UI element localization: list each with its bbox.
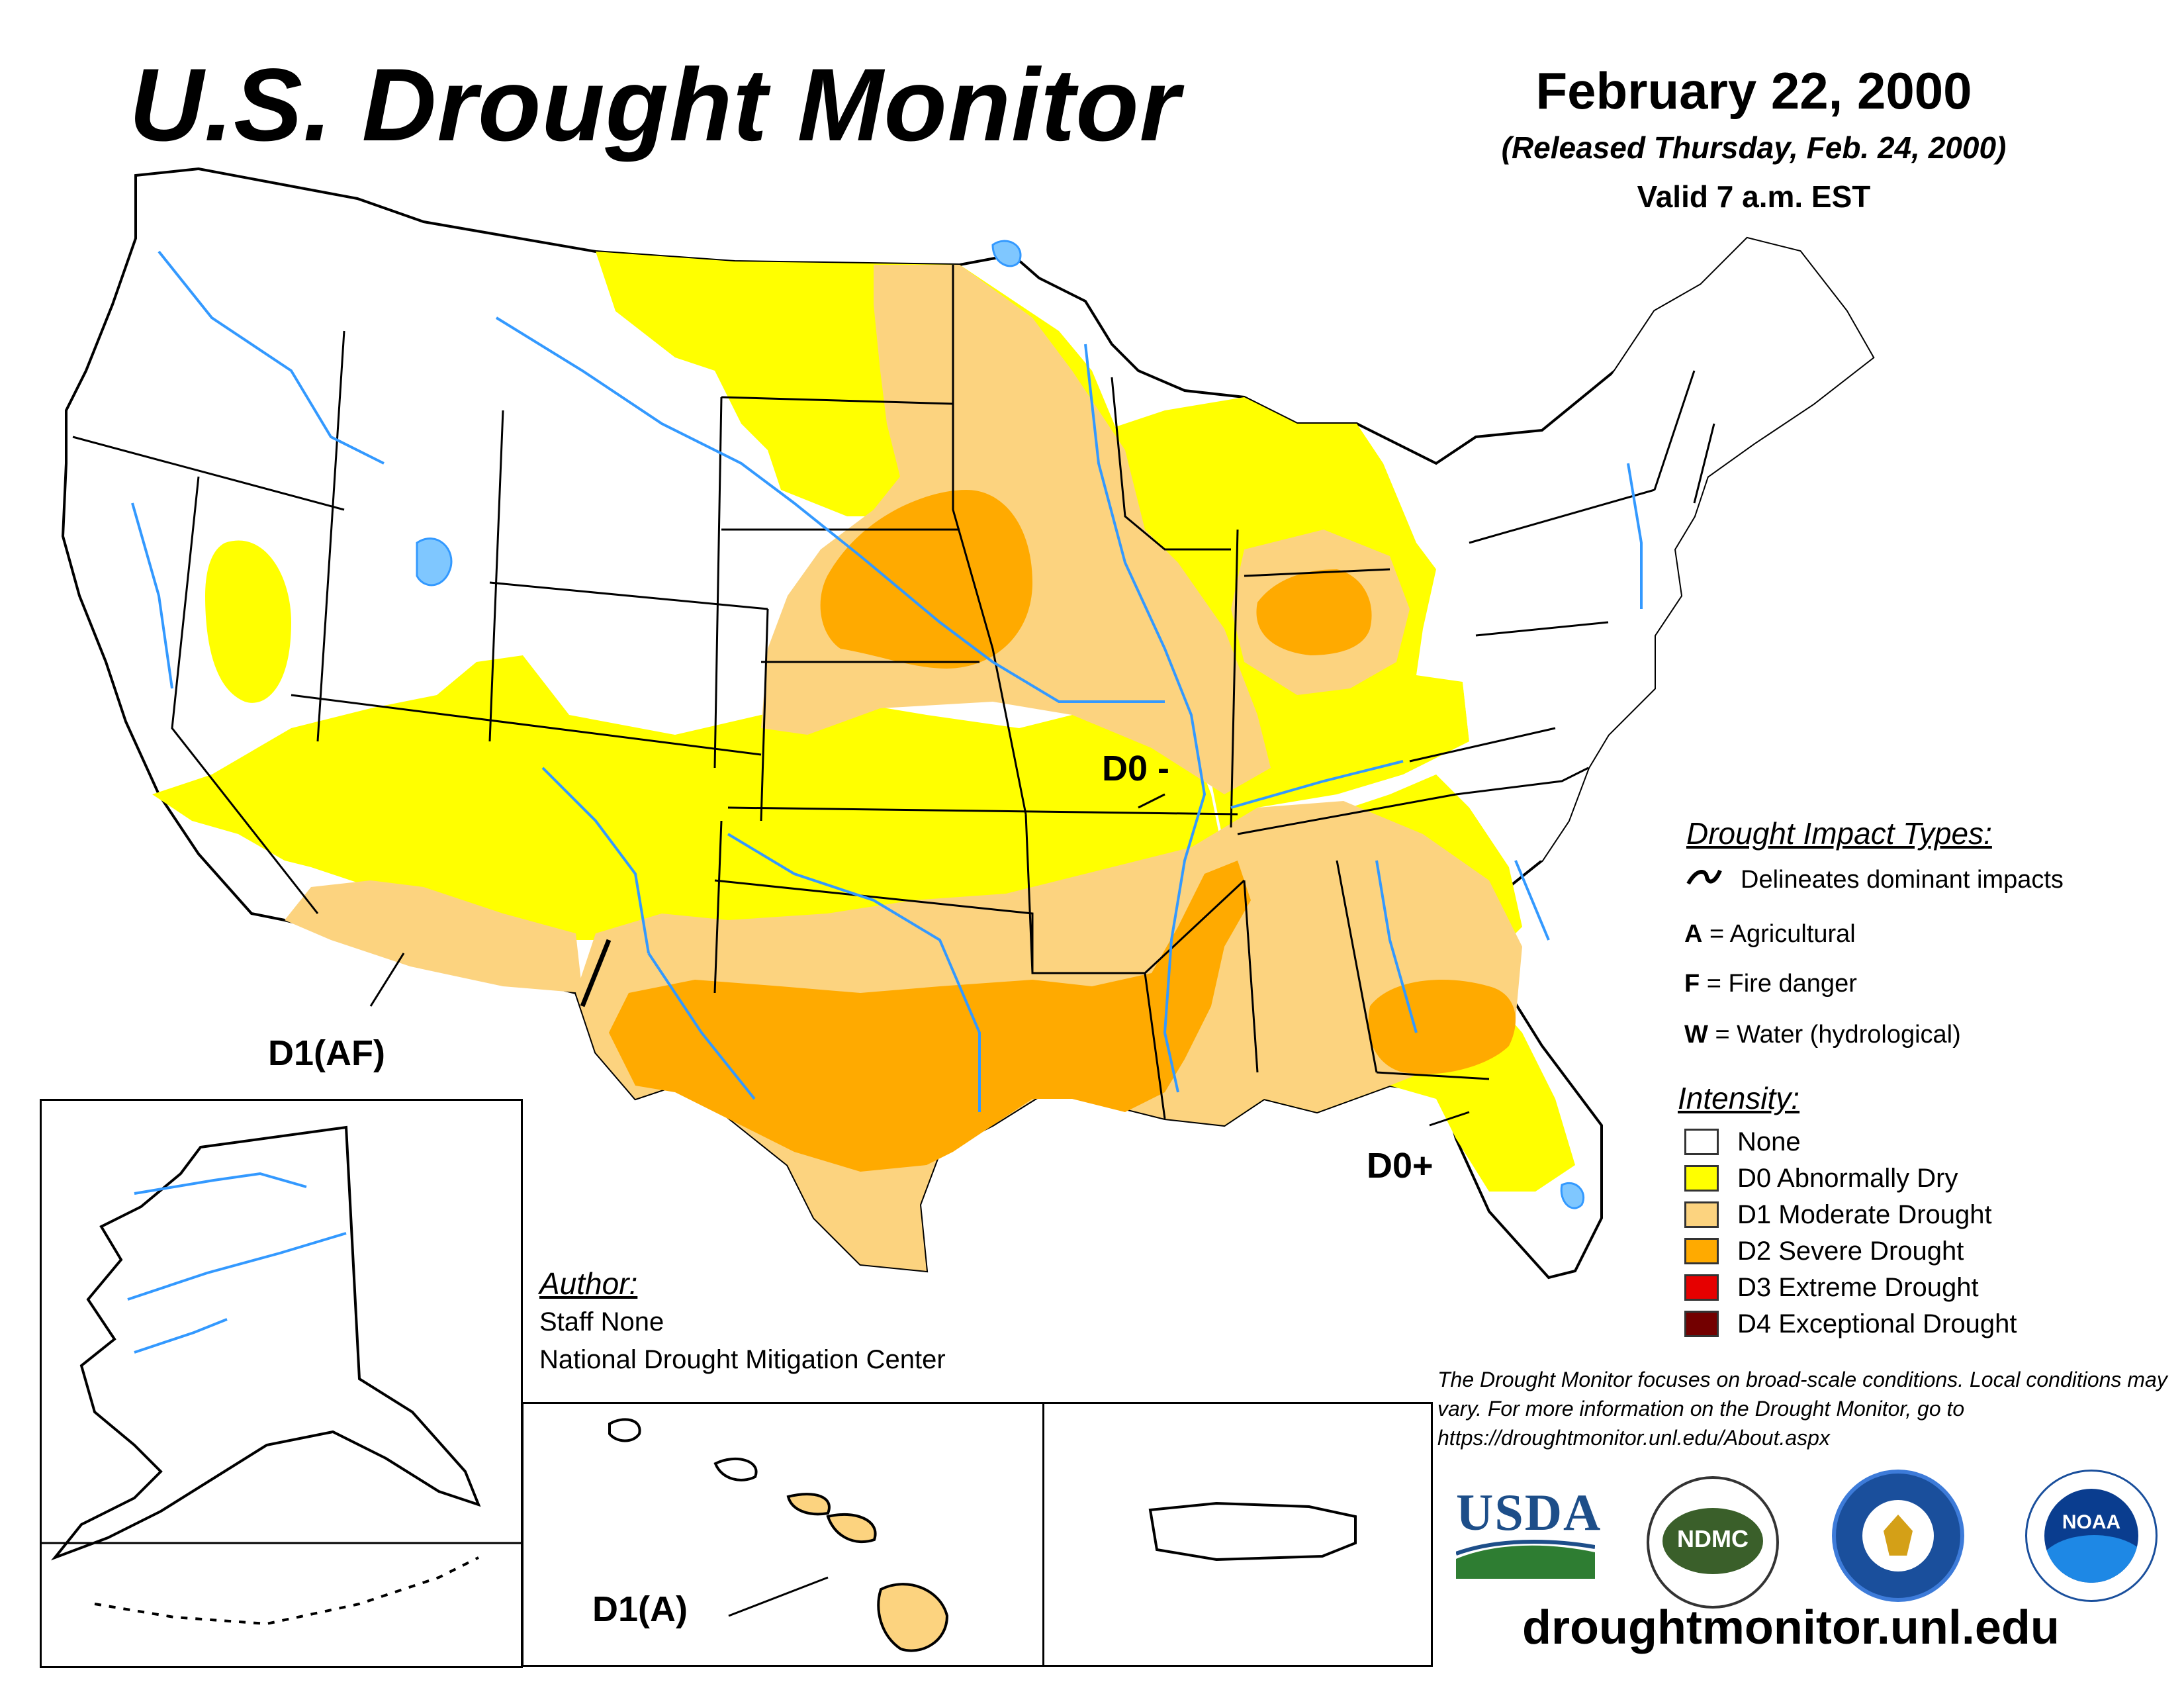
d1-area-arizona bbox=[285, 880, 582, 993]
d2-area-georgia bbox=[1368, 980, 1516, 1074]
hawaii-inset bbox=[522, 1402, 1044, 1667]
author-heading: Author: bbox=[539, 1266, 638, 1301]
usda-logo: USDA bbox=[1456, 1483, 1600, 1582]
impact-water: W = Water (hydrological) bbox=[1684, 1021, 1961, 1049]
impact-agricultural: A = Agricultural bbox=[1684, 920, 1856, 948]
alaska-inset bbox=[40, 1099, 523, 1668]
map-title: U.S. Drought Monitor bbox=[129, 48, 1181, 163]
impact-fire-danger: F = Fire danger bbox=[1684, 970, 1857, 998]
puerto-rico-map bbox=[1148, 1501, 1357, 1562]
impact-delineation-lines bbox=[580, 939, 612, 1008]
valid-time: Valid 7 a.m. EST bbox=[1637, 179, 1871, 214]
delineation-line-icon bbox=[1686, 869, 1722, 885]
d2-area-nebraska-iowa bbox=[820, 490, 1032, 669]
state-boundaries bbox=[72, 265, 1715, 1119]
rivers bbox=[131, 250, 1643, 1112]
label-d1-a: D1(A) bbox=[592, 1589, 688, 1629]
impact-types-heading: Drought Impact Types: bbox=[1686, 816, 1992, 851]
swatch-none bbox=[1684, 1129, 1719, 1155]
swatch-d1 bbox=[1684, 1201, 1719, 1228]
none-area-northeast bbox=[1430, 238, 1873, 861]
doc-seal-logo bbox=[1832, 1470, 1964, 1602]
label-d0-minus: D0 - bbox=[1102, 749, 1170, 788]
swatch-d0 bbox=[1684, 1165, 1719, 1192]
map-date: February 22, 2000 bbox=[1535, 62, 1972, 120]
d2-area-indiana-ohio bbox=[1256, 569, 1372, 655]
author-org: National Drought Mitigation Center bbox=[539, 1345, 946, 1374]
release-date: (Released Thursday, Feb. 24, 2000) bbox=[1501, 130, 2007, 165]
website-url[interactable]: droughtmonitor.unl.edu bbox=[1522, 1601, 2060, 1654]
author-name: Staff None bbox=[539, 1307, 664, 1336]
alaska-map bbox=[42, 1125, 521, 1626]
leader-lines bbox=[369, 793, 1470, 1127]
puerto-rico-inset bbox=[1042, 1402, 1433, 1667]
noaa-logo: NOAA bbox=[2025, 1470, 2158, 1602]
swatch-d2 bbox=[1684, 1238, 1719, 1264]
delineates-label: Delineates dominant impacts bbox=[1741, 866, 2064, 894]
disclaimer-note: The Drought Monitor focuses on broad-sca… bbox=[1437, 1368, 2167, 1450]
lakes bbox=[416, 240, 1585, 1209]
d2-area-texas-lmv bbox=[609, 861, 1251, 1172]
label-d0-plus: D0+ bbox=[1367, 1146, 1433, 1186]
swatch-d3 bbox=[1684, 1274, 1719, 1301]
d0-area-southwest bbox=[152, 655, 1224, 940]
intensity-heading: Intensity: bbox=[1678, 1081, 1800, 1115]
d0-area-nevada bbox=[205, 540, 291, 703]
label-d1-af: D1(AF) bbox=[268, 1033, 385, 1073]
swatch-d4 bbox=[1684, 1311, 1719, 1337]
ndmc-logo: NDMC bbox=[1647, 1476, 1779, 1609]
hawaii-map bbox=[608, 1418, 949, 1652]
